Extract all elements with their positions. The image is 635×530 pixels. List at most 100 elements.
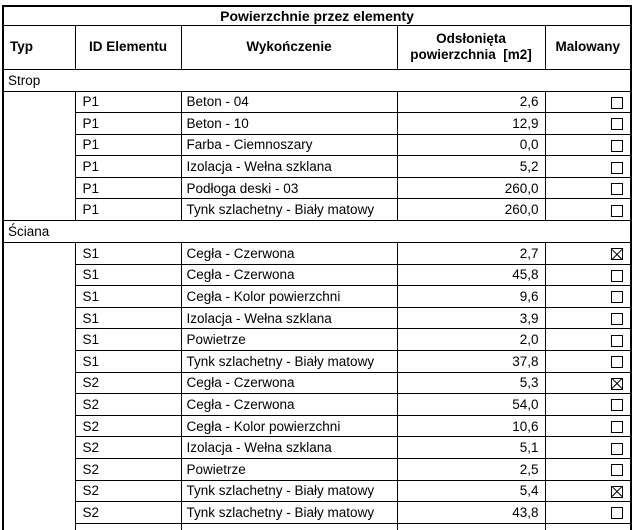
painted-cell [544,133,632,157]
element-id-cell[interactable]: P1 [74,198,182,222]
finish-cell[interactable]: Tynk szlachetny - Biały matowy [180,501,398,524]
painted-cell [544,436,632,459]
title-row: Powierzchnie przez elementy [2,5,632,26]
area-cell[interactable]: 5,1 [396,436,546,459]
finish-cell[interactable]: Cegła - Czerwona [180,371,398,395]
painted-checkbox[interactable] [611,96,624,109]
finish-cell[interactable]: Cegła - Kolor powierzchni [180,285,398,308]
element-id-cell[interactable]: S2 [74,479,182,503]
element-id-cell[interactable]: S2 [74,501,182,524]
area-cell[interactable]: 54,0 [396,393,546,416]
painted-checkbox[interactable] [611,291,624,304]
area-cell[interactable]: 10,6 [396,414,546,438]
element-id-cell[interactable]: P1 [74,112,182,135]
table-row: S2 Tynk szlachetny - Biały matowy 43,8 [3,501,632,524]
area-cell[interactable]: 2,7 [396,242,546,265]
painted-checkbox[interactable] [611,421,624,434]
group-header-row: Ściana [2,220,632,244]
area-cell[interactable]: 5,2 [396,155,546,178]
element-id-cell[interactable]: P1 [74,133,182,157]
element-id-cell[interactable]: S2 [74,414,182,438]
painted-checkbox[interactable] [611,139,624,152]
element-id-cell[interactable]: P1 [74,90,182,114]
finish-cell[interactable]: Beton - 04 [180,90,398,114]
finish-cell[interactable]: Cegła - Kolor powierzchni [180,414,398,438]
element-id-cell[interactable]: S2 [74,371,182,395]
painted-checkbox[interactable] [611,118,624,131]
area-cell[interactable]: 45,8 [396,263,546,287]
finish-cell[interactable]: Cegła - Czerwona [180,242,398,265]
painted-checkbox[interactable] [611,183,624,196]
table-row: S1 Cegła - Czerwona 45,8 [3,263,632,287]
painted-checkbox[interactable] [611,507,624,520]
table-row: S2 Izolacja - Wełna szklana 5,1 [3,436,632,459]
painted-cell [544,306,632,330]
finish-cell[interactable]: Powietrze [180,328,398,352]
table-row: S2 Cegła - Czerwona 5,3 [3,371,632,395]
painted-cell [544,522,632,530]
finish-cell[interactable]: Izolacja - Wełna szklana [180,306,398,330]
painted-checkbox[interactable] [611,248,624,261]
table-title: Powierzchnie przez elementy [2,5,632,26]
painted-cell [544,112,632,135]
area-cell[interactable]: 9,6 [396,285,546,308]
typ-group-cell [2,90,76,222]
element-id-cell[interactable]: P1 [74,176,182,200]
area-cell[interactable]: 12,9 [396,112,546,135]
area-cell[interactable]: 2,0 [396,328,546,352]
schedule-table: Powierzchnie przez elementy Typ ID Eleme… [2,5,633,530]
painted-checkbox[interactable] [611,313,624,326]
finish-cell[interactable]: Beton - 10 [180,112,398,135]
element-id-cell[interactable]: S1 [74,350,182,373]
painted-checkbox[interactable] [611,334,624,347]
finish-cell[interactable]: Podłoga deski - 03 [180,176,398,200]
element-id-cell[interactable]: S2 [74,436,182,459]
painted-checkbox[interactable] [611,377,624,390]
table-row: S1 Tynk szlachetny - Biały matowy 37,8 [3,350,632,373]
area-cell[interactable]: 37,8 [396,350,546,373]
area-cell[interactable]: 2,5 [396,458,546,481]
table-row: P1 Tynk szlachetny - Biały matowy 260,0 [3,198,632,222]
element-id-cell[interactable]: S1 [74,328,182,352]
finish-cell[interactable]: Farba - Ciemnoszary [180,133,398,157]
element-id-cell[interactable]: S1 [74,263,182,287]
painted-checkbox[interactable] [611,161,624,174]
painted-checkbox[interactable] [611,442,624,455]
painted-cell [544,285,632,308]
finish-cell[interactable]: Cegła - Czerwona [180,393,398,416]
area-header-line1: Odsłonięta [436,31,506,46]
finish-cell[interactable]: Cegła - Czerwona [180,263,398,287]
area-cell[interactable]: 43,8 [396,501,546,524]
area-cell[interactable]: 0,0 [396,133,546,157]
element-id-cell[interactable]: P1 [74,155,182,178]
finish-cell[interactable]: Powietrze [180,458,398,481]
painted-checkbox[interactable] [611,269,624,282]
painted-checkbox[interactable] [611,204,624,217]
finish-cell[interactable]: Tynk szlachetny - Biały matowy [180,479,398,503]
finish-cell[interactable]: Izolacja - Wełna szklana [180,436,398,459]
table-row: S1 Cegła - Kolor powierzchni 9,6 [3,285,632,308]
element-id-cell[interactable]: S1 [74,242,182,265]
painted-checkbox[interactable] [611,464,624,477]
finish-cell[interactable]: Tynk szlachetny - Biały matowy [180,198,398,222]
painted-cell [544,242,632,265]
area-cell[interactable]: 5,3 [396,371,546,395]
column-header-painted: Malowany [544,24,632,70]
element-id-cell[interactable]: S1 [74,306,182,330]
painted-checkbox[interactable] [611,356,624,369]
area-cell[interactable]: 260,0 [396,176,546,200]
element-id-cell[interactable]: S2 [74,458,182,481]
painted-checkbox[interactable] [611,399,624,412]
painted-cell [544,176,632,200]
finish-cell[interactable]: Tynk szlachetny - Biały matowy [180,350,398,373]
area-cell[interactable]: 5,4 [396,479,546,503]
area-cell[interactable]: 2,6 [396,90,546,114]
element-id-cell[interactable]: S2 [74,393,182,416]
area-cell[interactable]: 3,9 [396,306,546,330]
table-row: P1 Beton - 04 2,6 [2,90,632,222]
element-id-cell[interactable]: S1 [74,285,182,308]
finish-cell[interactable]: Izolacja - Wełna szklana [180,155,398,178]
area-cell[interactable]: 260,0 [396,198,546,222]
painted-checkbox[interactable] [611,485,624,498]
painted-cell [544,263,632,287]
